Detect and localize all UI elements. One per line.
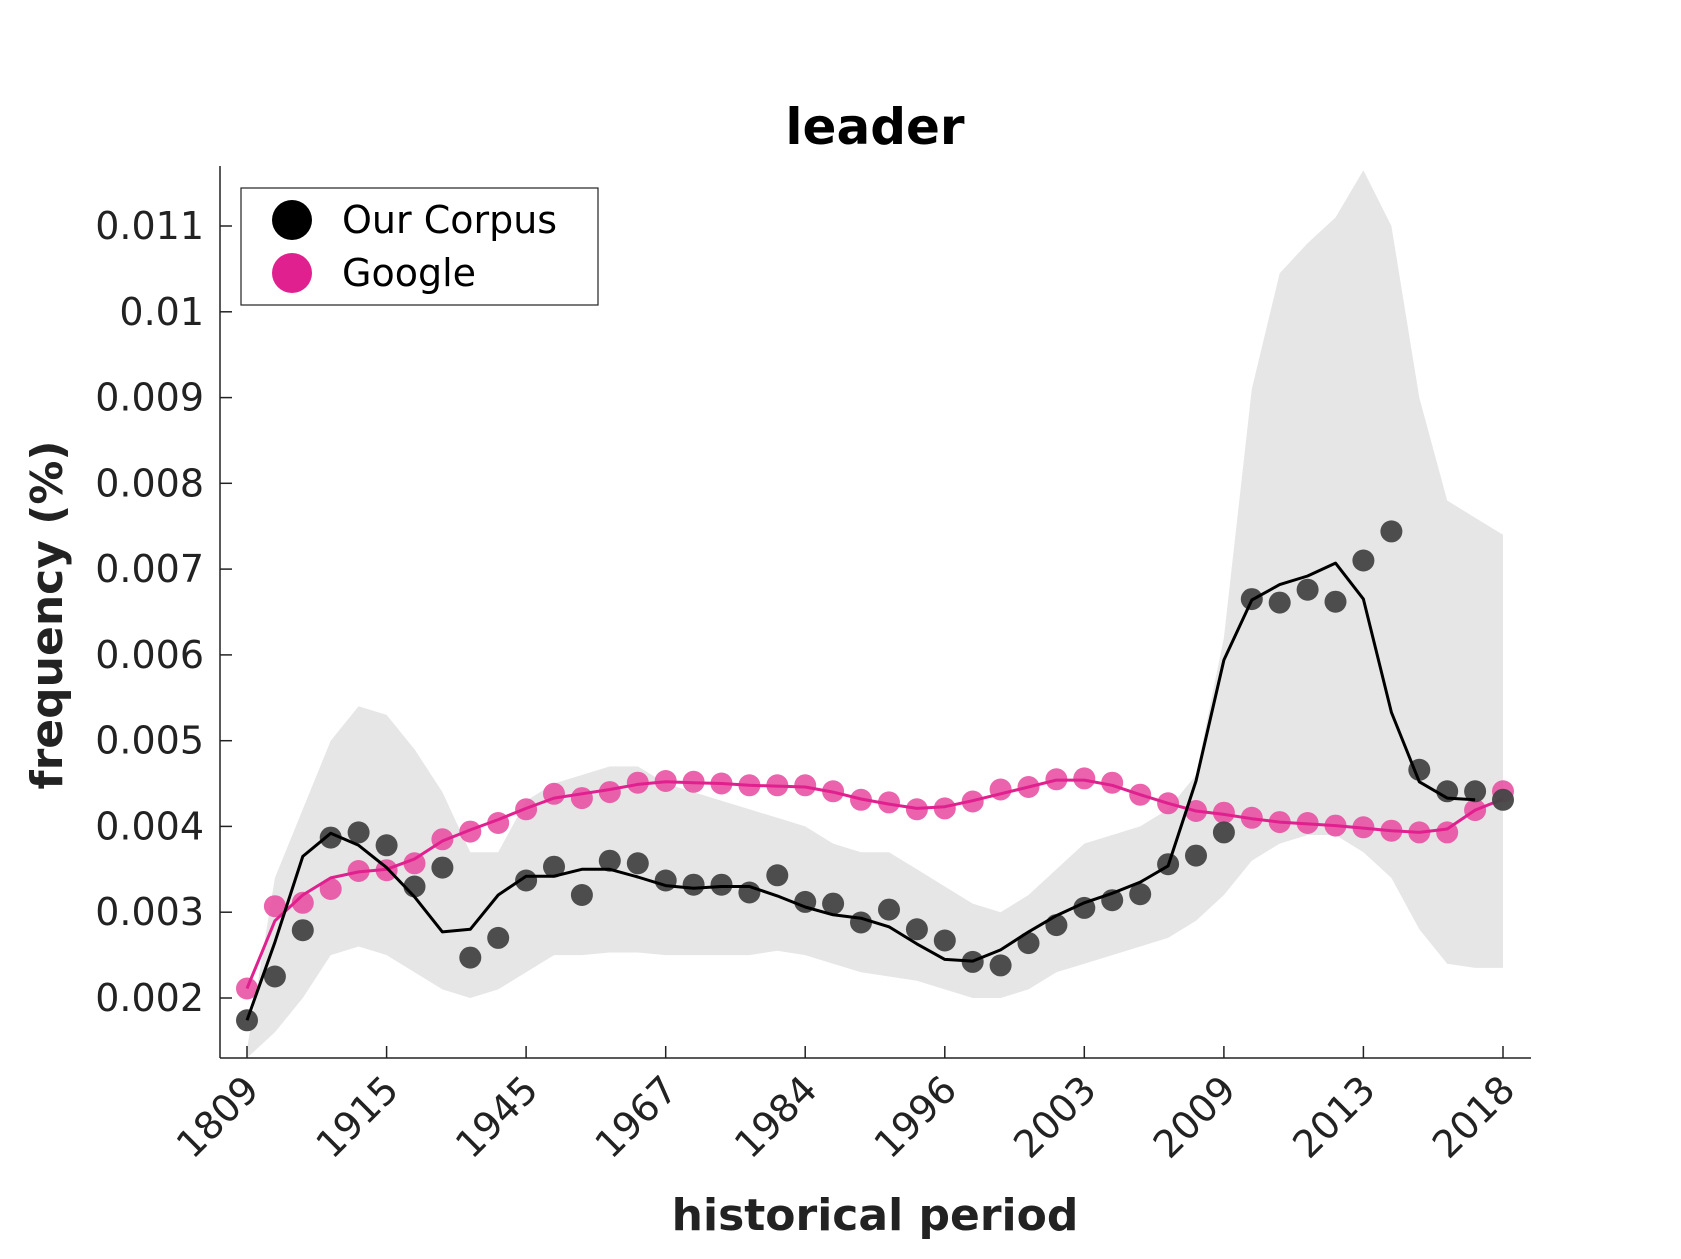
x-tick-label: 2018 — [1424, 1067, 1524, 1167]
axes — [219, 166, 1531, 1059]
our-corpus-point — [878, 898, 900, 921]
our-corpus-point — [1492, 788, 1514, 811]
legend: Our Corpus Google — [240, 187, 599, 306]
our-corpus-point — [1185, 844, 1207, 867]
x-tick-label: 1915 — [307, 1067, 407, 1167]
our-corpus-point — [403, 875, 426, 898]
y-axis-label: frequency (%) — [22, 440, 73, 789]
google-point — [263, 895, 286, 918]
plot-area — [236, 170, 1514, 1059]
y-tick-label: 0.006 — [95, 633, 204, 677]
y-tick-label: 0.008 — [95, 461, 204, 505]
our-corpus-point — [263, 965, 286, 988]
our-corpus-point — [738, 881, 761, 904]
our-corpus-point — [766, 864, 789, 887]
legend-marker-google — [272, 253, 312, 293]
x-tick-label: 1996 — [866, 1067, 966, 1167]
google-point — [598, 781, 621, 804]
our-corpus-point — [1296, 578, 1319, 601]
our-corpus-point — [1129, 883, 1152, 906]
google-point — [626, 771, 649, 794]
chart-title: leader — [785, 98, 964, 156]
x-tick-label: 1809 — [168, 1067, 268, 1167]
our-corpus-point — [543, 855, 565, 878]
y-ticks: 0.002 0.003 0.004 0.005 0.006 0.007 0.008 0.009… — [95, 204, 232, 1020]
google-point — [459, 820, 482, 843]
our-corpus-point — [989, 954, 1012, 977]
y-tick-label: 0.01 — [119, 290, 204, 334]
our-corpus-point — [570, 884, 593, 906]
our-corpus-point — [375, 834, 398, 857]
our-corpus-point — [1436, 780, 1459, 803]
google-point — [878, 791, 900, 814]
x-tick-label: 2003 — [1005, 1067, 1105, 1167]
our-corpus-point — [319, 826, 342, 849]
our-corpus-point — [933, 929, 956, 952]
x-axis-label: historical period — [672, 1190, 1079, 1241]
y-tick-label: 0.009 — [95, 376, 204, 420]
our-corpus-point — [1324, 590, 1347, 613]
our-corpus-point — [654, 869, 677, 892]
our-corpus-point — [1045, 914, 1068, 937]
legend-label-our-corpus: Our Corpus — [342, 198, 557, 242]
x-tick-label: 1984 — [726, 1067, 826, 1167]
our-corpus-point — [1268, 591, 1291, 614]
our-corpus-point — [459, 946, 482, 969]
our-corpus-point — [1017, 932, 1040, 955]
legend-label-google: Google — [342, 251, 476, 295]
our-corpus-point — [431, 856, 454, 879]
y-tick-label: 0.002 — [95, 976, 204, 1020]
x-tick-label: 1945 — [447, 1067, 547, 1167]
google-point — [794, 774, 817, 797]
google-point — [403, 852, 426, 875]
x-tick-label: 2009 — [1145, 1067, 1245, 1167]
our-corpus-smoothed-line — [245, 561, 1476, 1021]
google-point — [933, 797, 956, 820]
google-point — [319, 878, 342, 900]
google-point — [1073, 767, 1096, 790]
our-corpus-point — [1464, 780, 1487, 803]
our-corpus-point — [626, 852, 649, 875]
our-corpus-point — [710, 873, 733, 896]
legend-marker-our-corpus — [272, 200, 312, 240]
y-tick-label: 0.005 — [95, 719, 204, 763]
x-ticks: 1809 1915 1945 1967 1984 1996 2003 2009 2013 2018 — [168, 1046, 1524, 1167]
our-corpus-point — [850, 911, 872, 934]
our-corpus-point — [905, 918, 928, 941]
our-corpus-point — [347, 821, 370, 844]
our-corpus-point — [598, 849, 621, 872]
our-corpus-point — [1380, 520, 1403, 543]
google-smoothed-line — [245, 778, 1504, 990]
y-tick-label: 0.004 — [95, 804, 204, 848]
google-point — [1212, 801, 1235, 824]
google-point — [570, 787, 593, 810]
confidence-band — [247, 170, 1503, 1059]
our-corpus-point — [822, 892, 845, 915]
google-point — [291, 891, 314, 914]
our-corpus-point — [487, 926, 510, 949]
y-tick-label: 0.007 — [95, 547, 204, 591]
y-tick-label: 0.003 — [95, 890, 204, 934]
our-corpus-point — [682, 873, 705, 896]
y-tick-label: 0.011 — [95, 204, 204, 248]
x-tick-label: 1967 — [587, 1067, 687, 1167]
our-corpus-point — [1352, 549, 1375, 572]
our-corpus-point — [236, 1009, 258, 1032]
our-corpus-point — [1212, 821, 1235, 844]
x-tick-label: 2013 — [1284, 1067, 1384, 1167]
our-corpus-point — [291, 919, 314, 942]
